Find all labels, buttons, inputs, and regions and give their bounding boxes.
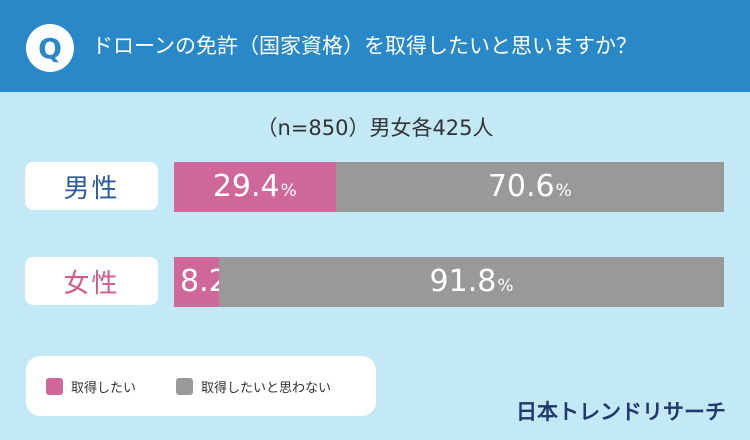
value-label-male-no: 70.6% xyxy=(488,162,572,212)
brand-logo-text: 日本トレンドリサーチ xyxy=(516,400,726,424)
value-male-no: 70.6 xyxy=(487,169,555,204)
legend-item-no: 取得したいと思わない xyxy=(176,374,331,398)
unit-male-no: % xyxy=(555,181,572,201)
bar-male: 29.4% 70.6% xyxy=(174,162,724,212)
unit-female-no: % xyxy=(497,276,514,296)
value-label-male-yes: 29.4% xyxy=(213,162,297,212)
value-label-female-no: 91.8% xyxy=(430,257,514,307)
bar-male-yes: 29.4% xyxy=(174,162,336,212)
legend-label-no: 取得したいと思わない xyxy=(201,380,332,396)
bar-male-no: 70.6% xyxy=(335,162,724,212)
question-badge: Q xyxy=(26,24,74,72)
legend-swatch-yes xyxy=(46,377,63,395)
bar-female-yes: 8.2% xyxy=(174,257,245,307)
legend-swatch-no xyxy=(176,377,193,395)
category-label-male: 男性 xyxy=(25,162,158,210)
legend: 取得したい 取得したいと思わない xyxy=(26,356,376,416)
category-label-female: 女性 xyxy=(25,257,158,305)
legend-item-yes: 取得したい xyxy=(46,374,136,398)
legend-label-yes: 取得したい xyxy=(71,380,137,396)
value-male-yes: 29.4 xyxy=(212,169,280,204)
header: Q ドローンの免許（国家資格）を取得したいと思いますか？ xyxy=(0,0,750,92)
bar-female-no: 91.8% xyxy=(219,257,724,307)
bar-female: 8.2% 91.8% xyxy=(174,257,724,307)
page-title: ドローンの免許（国家資格）を取得したいと思いますか？ xyxy=(92,34,637,58)
unit-male-yes: % xyxy=(280,181,297,201)
sample-note: （n=850）男女各425人 xyxy=(256,116,494,140)
value-female-no: 91.8 xyxy=(429,264,497,299)
